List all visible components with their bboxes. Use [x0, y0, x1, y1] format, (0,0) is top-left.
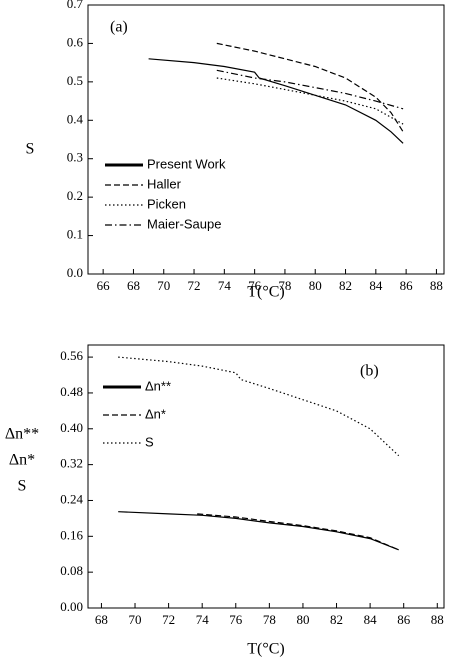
series-line — [148, 58, 404, 144]
x-tick-label: 80 — [309, 278, 322, 293]
y-tick-label: 0.48 — [60, 384, 83, 399]
legend-label: Maier-Saupe — [147, 216, 221, 231]
x-tick-label: 82 — [339, 278, 352, 293]
x-tick-label: 68 — [95, 612, 108, 627]
x-axis-label: T(°C) — [247, 641, 285, 658]
legend-label: Haller — [147, 176, 182, 191]
y-tick-label: 0.00 — [60, 599, 83, 614]
series-line — [216, 42, 404, 133]
y-tick-label: 0.6 — [67, 34, 84, 49]
y-axis-label: S — [26, 141, 35, 158]
y-tick-label: 0.24 — [60, 491, 83, 506]
x-tick-label: 88 — [431, 612, 444, 627]
y-tick-label: 0.3 — [67, 150, 83, 165]
series-line — [118, 511, 399, 551]
y-axis-label: S — [18, 478, 27, 495]
x-tick-label: 86 — [400, 278, 414, 293]
x-tick-label: 88 — [430, 278, 443, 293]
x-tick-label: 84 — [364, 612, 378, 627]
x-tick-label: 74 — [218, 278, 232, 293]
legend-label: Present Work — [147, 156, 226, 171]
plot-frame — [87, 4, 445, 275]
y-tick-label: 0.56 — [60, 348, 83, 363]
panel-label: (b) — [360, 363, 379, 380]
panel-label: (a) — [110, 19, 128, 36]
legend-label: Δn** — [145, 378, 171, 393]
plot-frame — [87, 344, 445, 609]
legend-label: S — [145, 434, 154, 449]
y-tick-label: 0.40 — [60, 420, 83, 435]
x-tick-label: 86 — [397, 612, 411, 627]
x-tick-label: 66 — [97, 278, 111, 293]
series-line — [197, 513, 399, 551]
legend-label: Δn* — [145, 406, 166, 421]
x-tick-label: 74 — [196, 612, 210, 627]
x-tick-label: 70 — [129, 612, 142, 627]
y-axis-label: Δn** — [5, 426, 39, 443]
x-tick-label: 76 — [229, 612, 243, 627]
y-tick-label: 0.32 — [60, 456, 83, 471]
x-tick-label: 82 — [330, 612, 343, 627]
y-tick-label: 0.2 — [67, 188, 83, 203]
x-axis-label: T(°C) — [247, 284, 285, 301]
x-tick-label: 78 — [263, 612, 276, 627]
series-line — [216, 69, 404, 110]
y-tick-label: 0.4 — [67, 111, 84, 126]
legend-label: Picken — [147, 196, 186, 211]
y-axis-label: Δn* — [9, 452, 35, 469]
y-tick-label: 0.7 — [67, 0, 84, 11]
x-tick-label: 68 — [127, 278, 140, 293]
x-tick-label: 80 — [296, 612, 309, 627]
y-tick-label: 0.1 — [67, 227, 83, 242]
x-tick-label: 76 — [248, 278, 262, 293]
y-tick-label: 0.16 — [60, 527, 83, 542]
x-tick-label: 78 — [278, 278, 291, 293]
y-tick-label: 0.5 — [67, 73, 83, 88]
x-tick-label: 84 — [369, 278, 383, 293]
x-tick-label: 70 — [157, 278, 170, 293]
y-tick-label: 0.08 — [60, 563, 83, 578]
y-tick-label: 0.0 — [67, 265, 83, 280]
x-tick-label: 72 — [162, 612, 175, 627]
x-tick-label: 72 — [188, 278, 201, 293]
